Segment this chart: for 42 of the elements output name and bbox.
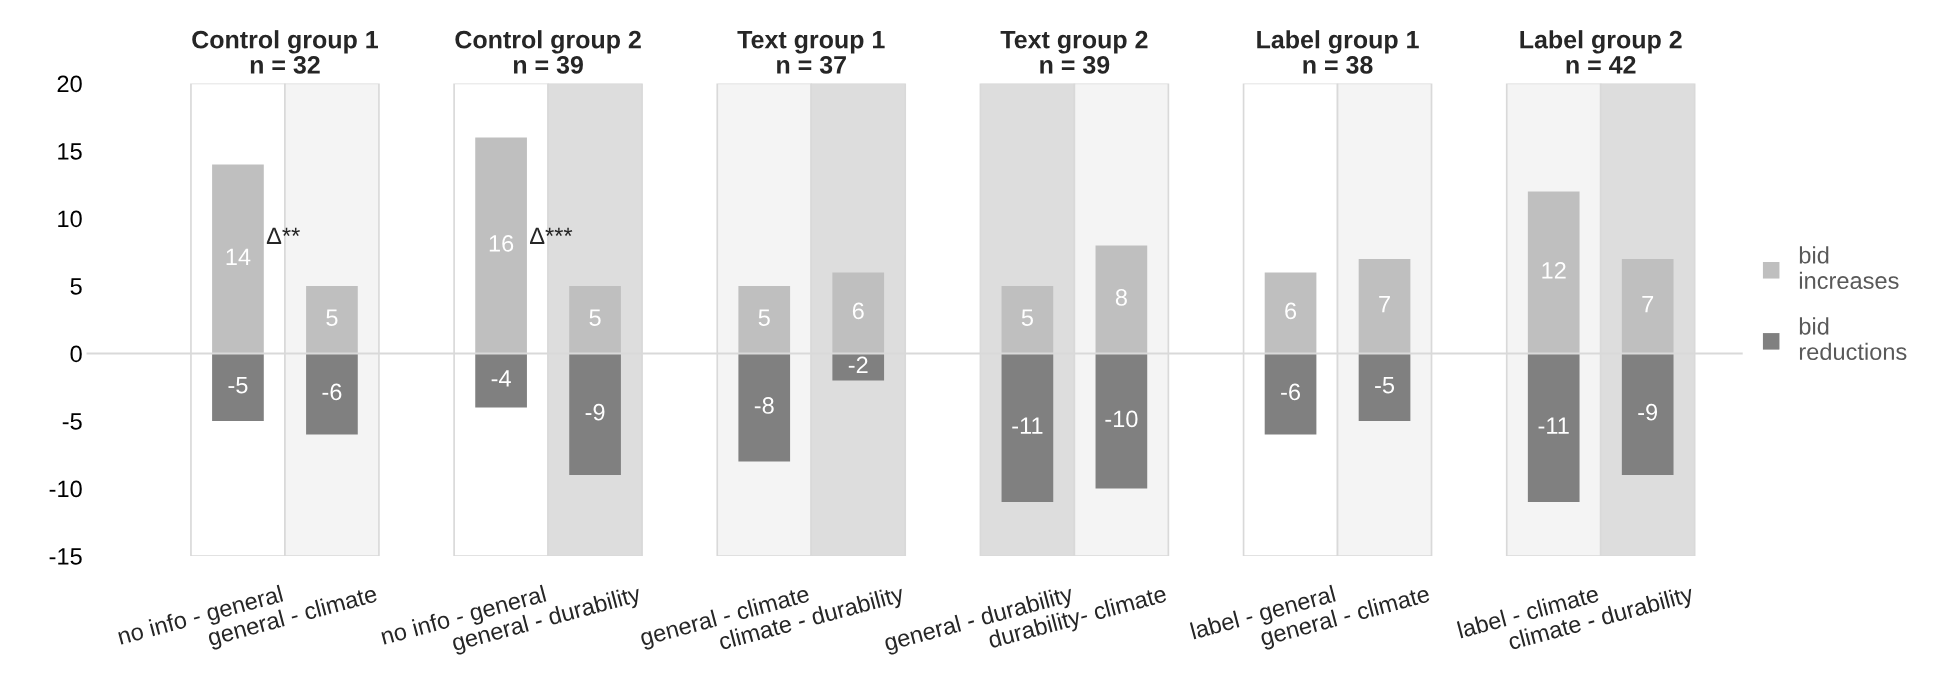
data-label: 12 — [1542, 262, 1566, 279]
y-tick-label: 20 — [57, 75, 82, 93]
data-label: 14 — [226, 248, 251, 266]
data-label: -6 — [1281, 383, 1301, 401]
y-tick-label: 0 — [70, 345, 82, 363]
data-label: -5 — [1375, 377, 1395, 394]
data-label: -4 — [491, 370, 511, 387]
text: Text group 2 n = 39 — [1000, 30, 1148, 74]
data-label: -5 — [228, 377, 248, 394]
y-tick-label: 5 — [70, 278, 82, 295]
y-tick-label: -5 — [62, 413, 82, 430]
data-label: 6 — [1285, 302, 1297, 320]
annotation: Δ*** — [529, 227, 573, 244]
text: Text group 1 n = 37 — [737, 31, 885, 74]
annotation: Δ** — [266, 227, 300, 244]
data-label: 5 — [589, 309, 601, 327]
y-tick-label: 10 — [58, 210, 82, 228]
data-label: -10 — [1105, 410, 1138, 428]
text: Label group 2 n = 42 — [1520, 30, 1682, 74]
legend-label: bid reductions — [1799, 317, 1907, 361]
data-label: 7 — [1642, 296, 1654, 313]
data-label: -11 — [1538, 417, 1569, 434]
data-label: 8 — [1115, 289, 1127, 306]
data-label: -9 — [1638, 403, 1658, 421]
text: Control group 1 n = 32 — [192, 30, 378, 74]
data-label: 5 — [326, 309, 338, 327]
data-label: 5 — [1021, 309, 1033, 327]
y-tick-label: -10 — [49, 480, 82, 498]
y-tick-label: -15 — [49, 548, 82, 565]
data-label: 5 — [758, 309, 770, 327]
data-label: -6 — [322, 383, 342, 401]
data-label: -11 — [1012, 417, 1043, 434]
legend-label: bid increases — [1799, 246, 1899, 290]
data-label: -2 — [848, 356, 868, 374]
text: Label group 1 n = 38 — [1257, 30, 1419, 74]
data-label: 16 — [489, 235, 514, 252]
data-label: 7 — [1379, 296, 1390, 313]
data-label: -9 — [585, 403, 605, 421]
data-label: -8 — [754, 397, 774, 414]
text: Control group 2 n = 39 — [455, 30, 641, 74]
y-tick-label: 15 — [58, 143, 82, 160]
data-label: 6 — [852, 302, 864, 320]
